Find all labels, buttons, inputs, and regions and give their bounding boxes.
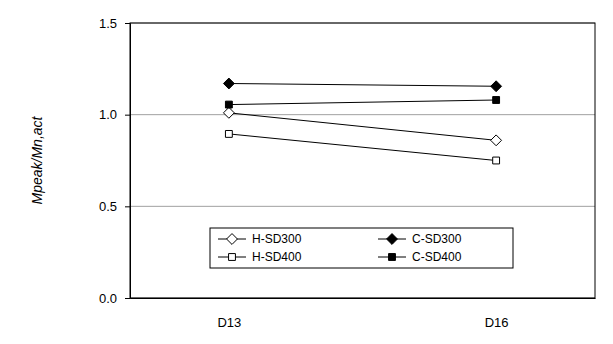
x-axis: D13 D16 bbox=[131, 298, 596, 330]
grid-line bbox=[130, 206, 595, 207]
plot-frame bbox=[130, 23, 595, 298]
legend-entry: H-SD400 bbox=[218, 250, 302, 264]
legend-entry: C-SD300 bbox=[378, 232, 462, 246]
x-tick-label: D16 bbox=[485, 315, 509, 330]
series bbox=[223, 107, 501, 145]
series-line bbox=[229, 100, 496, 105]
legend-marker bbox=[389, 254, 396, 261]
marker bbox=[223, 107, 234, 118]
y-tick-mark bbox=[125, 23, 130, 24]
marker bbox=[493, 157, 500, 164]
x-tick: D13 bbox=[217, 298, 241, 330]
y-tick-mark bbox=[125, 298, 130, 299]
series bbox=[225, 130, 499, 163]
legend: H-SD300 C-SD300 H-SD400 C-SD400 bbox=[210, 228, 513, 268]
marker bbox=[225, 130, 232, 137]
y-tick-label: 0.0 bbox=[99, 291, 117, 306]
legend-box bbox=[210, 228, 513, 268]
legend-entry: H-SD300 bbox=[218, 232, 302, 246]
marker bbox=[223, 78, 234, 89]
x-tick-label: D13 bbox=[217, 315, 241, 330]
y-tick-mark bbox=[125, 115, 130, 116]
legend-label: H-SD300 bbox=[252, 232, 302, 246]
marker bbox=[491, 135, 502, 146]
marker bbox=[491, 81, 502, 92]
marker bbox=[493, 97, 500, 104]
legend-marker bbox=[227, 234, 238, 245]
series-line bbox=[229, 134, 496, 161]
legend-marker bbox=[229, 254, 236, 261]
y-axis-line bbox=[125, 24, 131, 299]
y-tick: 0.5 bbox=[99, 199, 130, 214]
series bbox=[223, 78, 501, 92]
series-line bbox=[229, 113, 496, 141]
marker bbox=[225, 101, 232, 108]
x-axis-line bbox=[131, 298, 596, 299]
legend-entry: C-SD400 bbox=[378, 250, 462, 264]
y-tick: 1.5 bbox=[99, 16, 130, 31]
plot: 0.0 0.5 1.0 1.5 D13 D16 bbox=[99, 16, 596, 331]
grid-line bbox=[130, 114, 595, 115]
y-tick-label: 0.5 bbox=[99, 199, 117, 214]
y-tick: 1.0 bbox=[99, 107, 130, 122]
series bbox=[225, 97, 499, 108]
legend-marker bbox=[387, 234, 398, 245]
y-axis: 0.0 0.5 1.0 1.5 bbox=[99, 16, 131, 306]
legend-label: H-SD400 bbox=[252, 250, 302, 264]
y-tick-label: 1.5 bbox=[99, 16, 117, 31]
y-axis-title: Mpeak/Mn,act bbox=[29, 115, 45, 204]
grid bbox=[130, 23, 595, 298]
y-tick-label: 1.0 bbox=[99, 107, 117, 122]
data-layer bbox=[223, 78, 501, 164]
y-tick: 0.0 bbox=[99, 291, 130, 306]
legend-label: C-SD300 bbox=[412, 232, 462, 246]
chart: 0.0 0.5 1.0 1.5 D13 D16 Mpeak/Mn,act H-SD300 C-S… bbox=[0, 0, 613, 344]
legend-label: C-SD400 bbox=[412, 250, 462, 264]
x-tick: D16 bbox=[485, 298, 509, 330]
series-line bbox=[229, 84, 496, 87]
y-tick-mark bbox=[125, 206, 130, 207]
